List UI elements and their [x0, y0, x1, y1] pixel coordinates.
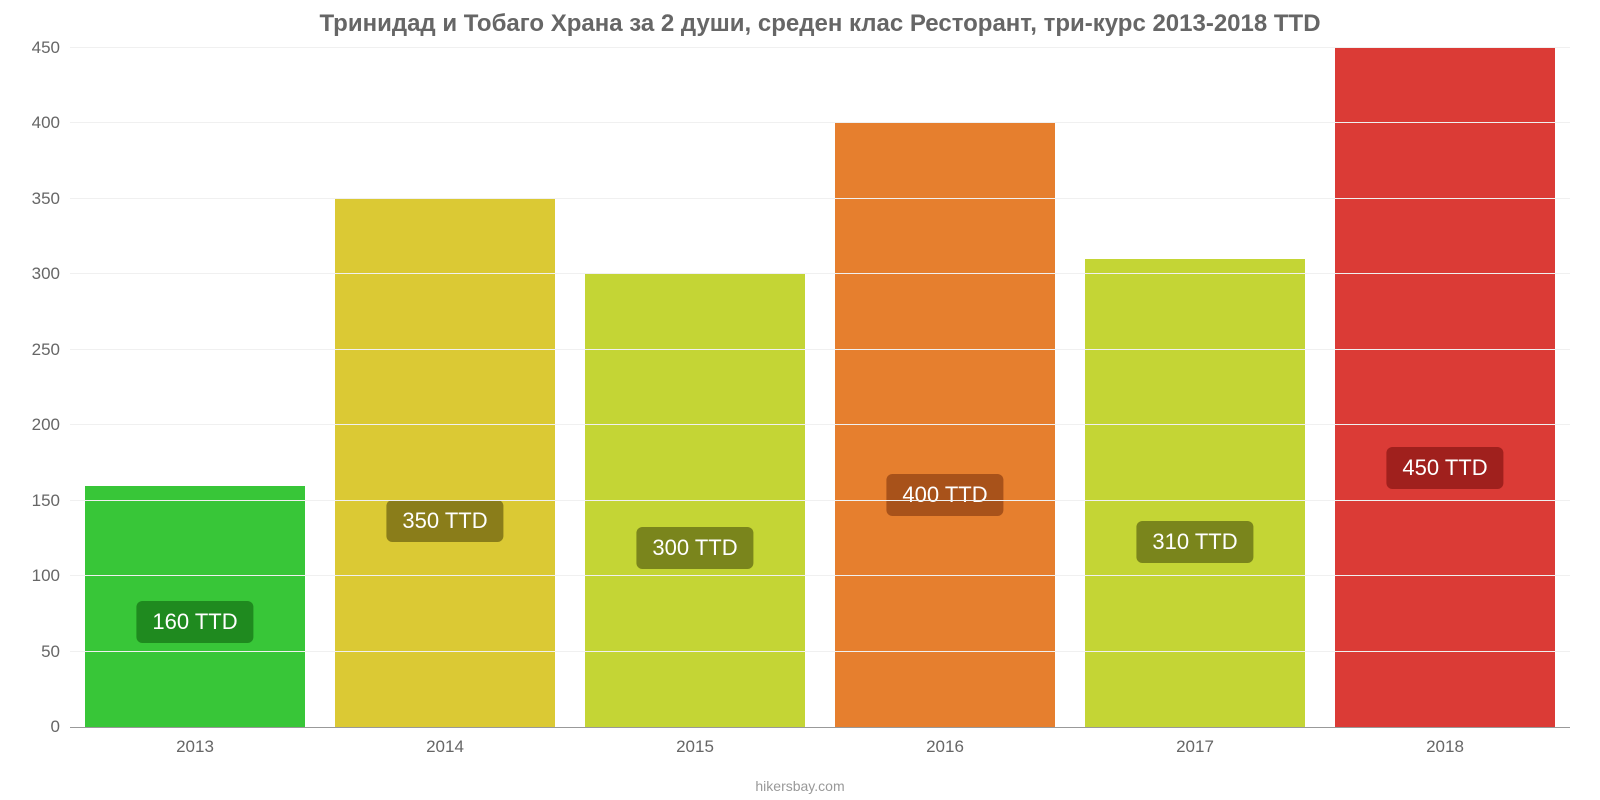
bar: 350 TTD [335, 199, 555, 727]
gridline: 200 [70, 424, 1570, 425]
x-tick-label: 2018 [1426, 727, 1464, 757]
gridline: 450 [70, 47, 1570, 48]
y-tick-label: 300 [32, 264, 70, 284]
y-tick-label: 150 [32, 491, 70, 511]
gridline: 150 [70, 500, 1570, 501]
gridline: 350 [70, 198, 1570, 199]
gridline: 250 [70, 349, 1570, 350]
bar-value-label: 450 TTD [1386, 447, 1503, 489]
x-tick-label: 2017 [1176, 727, 1214, 757]
gridline: 0 [70, 726, 1570, 727]
bar: 300 TTD [585, 274, 805, 727]
y-tick-label: 350 [32, 189, 70, 209]
bar-slot: 400 TTD2016 [820, 48, 1070, 727]
bar-slot: 450 TTD2018 [1320, 48, 1570, 727]
plot-area: 160 TTD2013350 TTD2014300 TTD2015400 TTD… [70, 48, 1570, 728]
bar-slot: 160 TTD2013 [70, 48, 320, 727]
y-tick-label: 200 [32, 415, 70, 435]
x-tick-label: 2013 [176, 727, 214, 757]
y-tick-label: 0 [51, 717, 70, 737]
bar-slot: 310 TTD2017 [1070, 48, 1320, 727]
x-tick-label: 2015 [676, 727, 714, 757]
bar-slot: 300 TTD2015 [570, 48, 820, 727]
gridline: 100 [70, 575, 1570, 576]
chart-container: Тринидад и Тобаго Храна за 2 души, среде… [70, 10, 1570, 760]
bar-value-label: 300 TTD [636, 527, 753, 569]
bar: 160 TTD [85, 486, 305, 727]
bar-value-label: 400 TTD [886, 474, 1003, 516]
bar-value-label: 350 TTD [386, 500, 503, 542]
y-tick-label: 50 [41, 642, 70, 662]
y-tick-label: 450 [32, 38, 70, 58]
x-tick-label: 2016 [926, 727, 964, 757]
bars-row: 160 TTD2013350 TTD2014300 TTD2015400 TTD… [70, 48, 1570, 727]
gridline: 300 [70, 273, 1570, 274]
gridline: 400 [70, 122, 1570, 123]
bar-slot: 350 TTD2014 [320, 48, 570, 727]
bar: 450 TTD [1335, 48, 1555, 727]
source-credit: hikersbay.com [755, 778, 844, 794]
y-tick-label: 400 [32, 113, 70, 133]
x-tick-label: 2014 [426, 727, 464, 757]
bar-value-label: 160 TTD [136, 601, 253, 643]
bar-value-label: 310 TTD [1136, 521, 1253, 563]
chart-title: Тринидад и Тобаго Храна за 2 души, среде… [70, 10, 1570, 38]
y-tick-label: 250 [32, 340, 70, 360]
y-tick-label: 100 [32, 566, 70, 586]
bar: 310 TTD [1085, 259, 1305, 727]
gridline: 50 [70, 651, 1570, 652]
